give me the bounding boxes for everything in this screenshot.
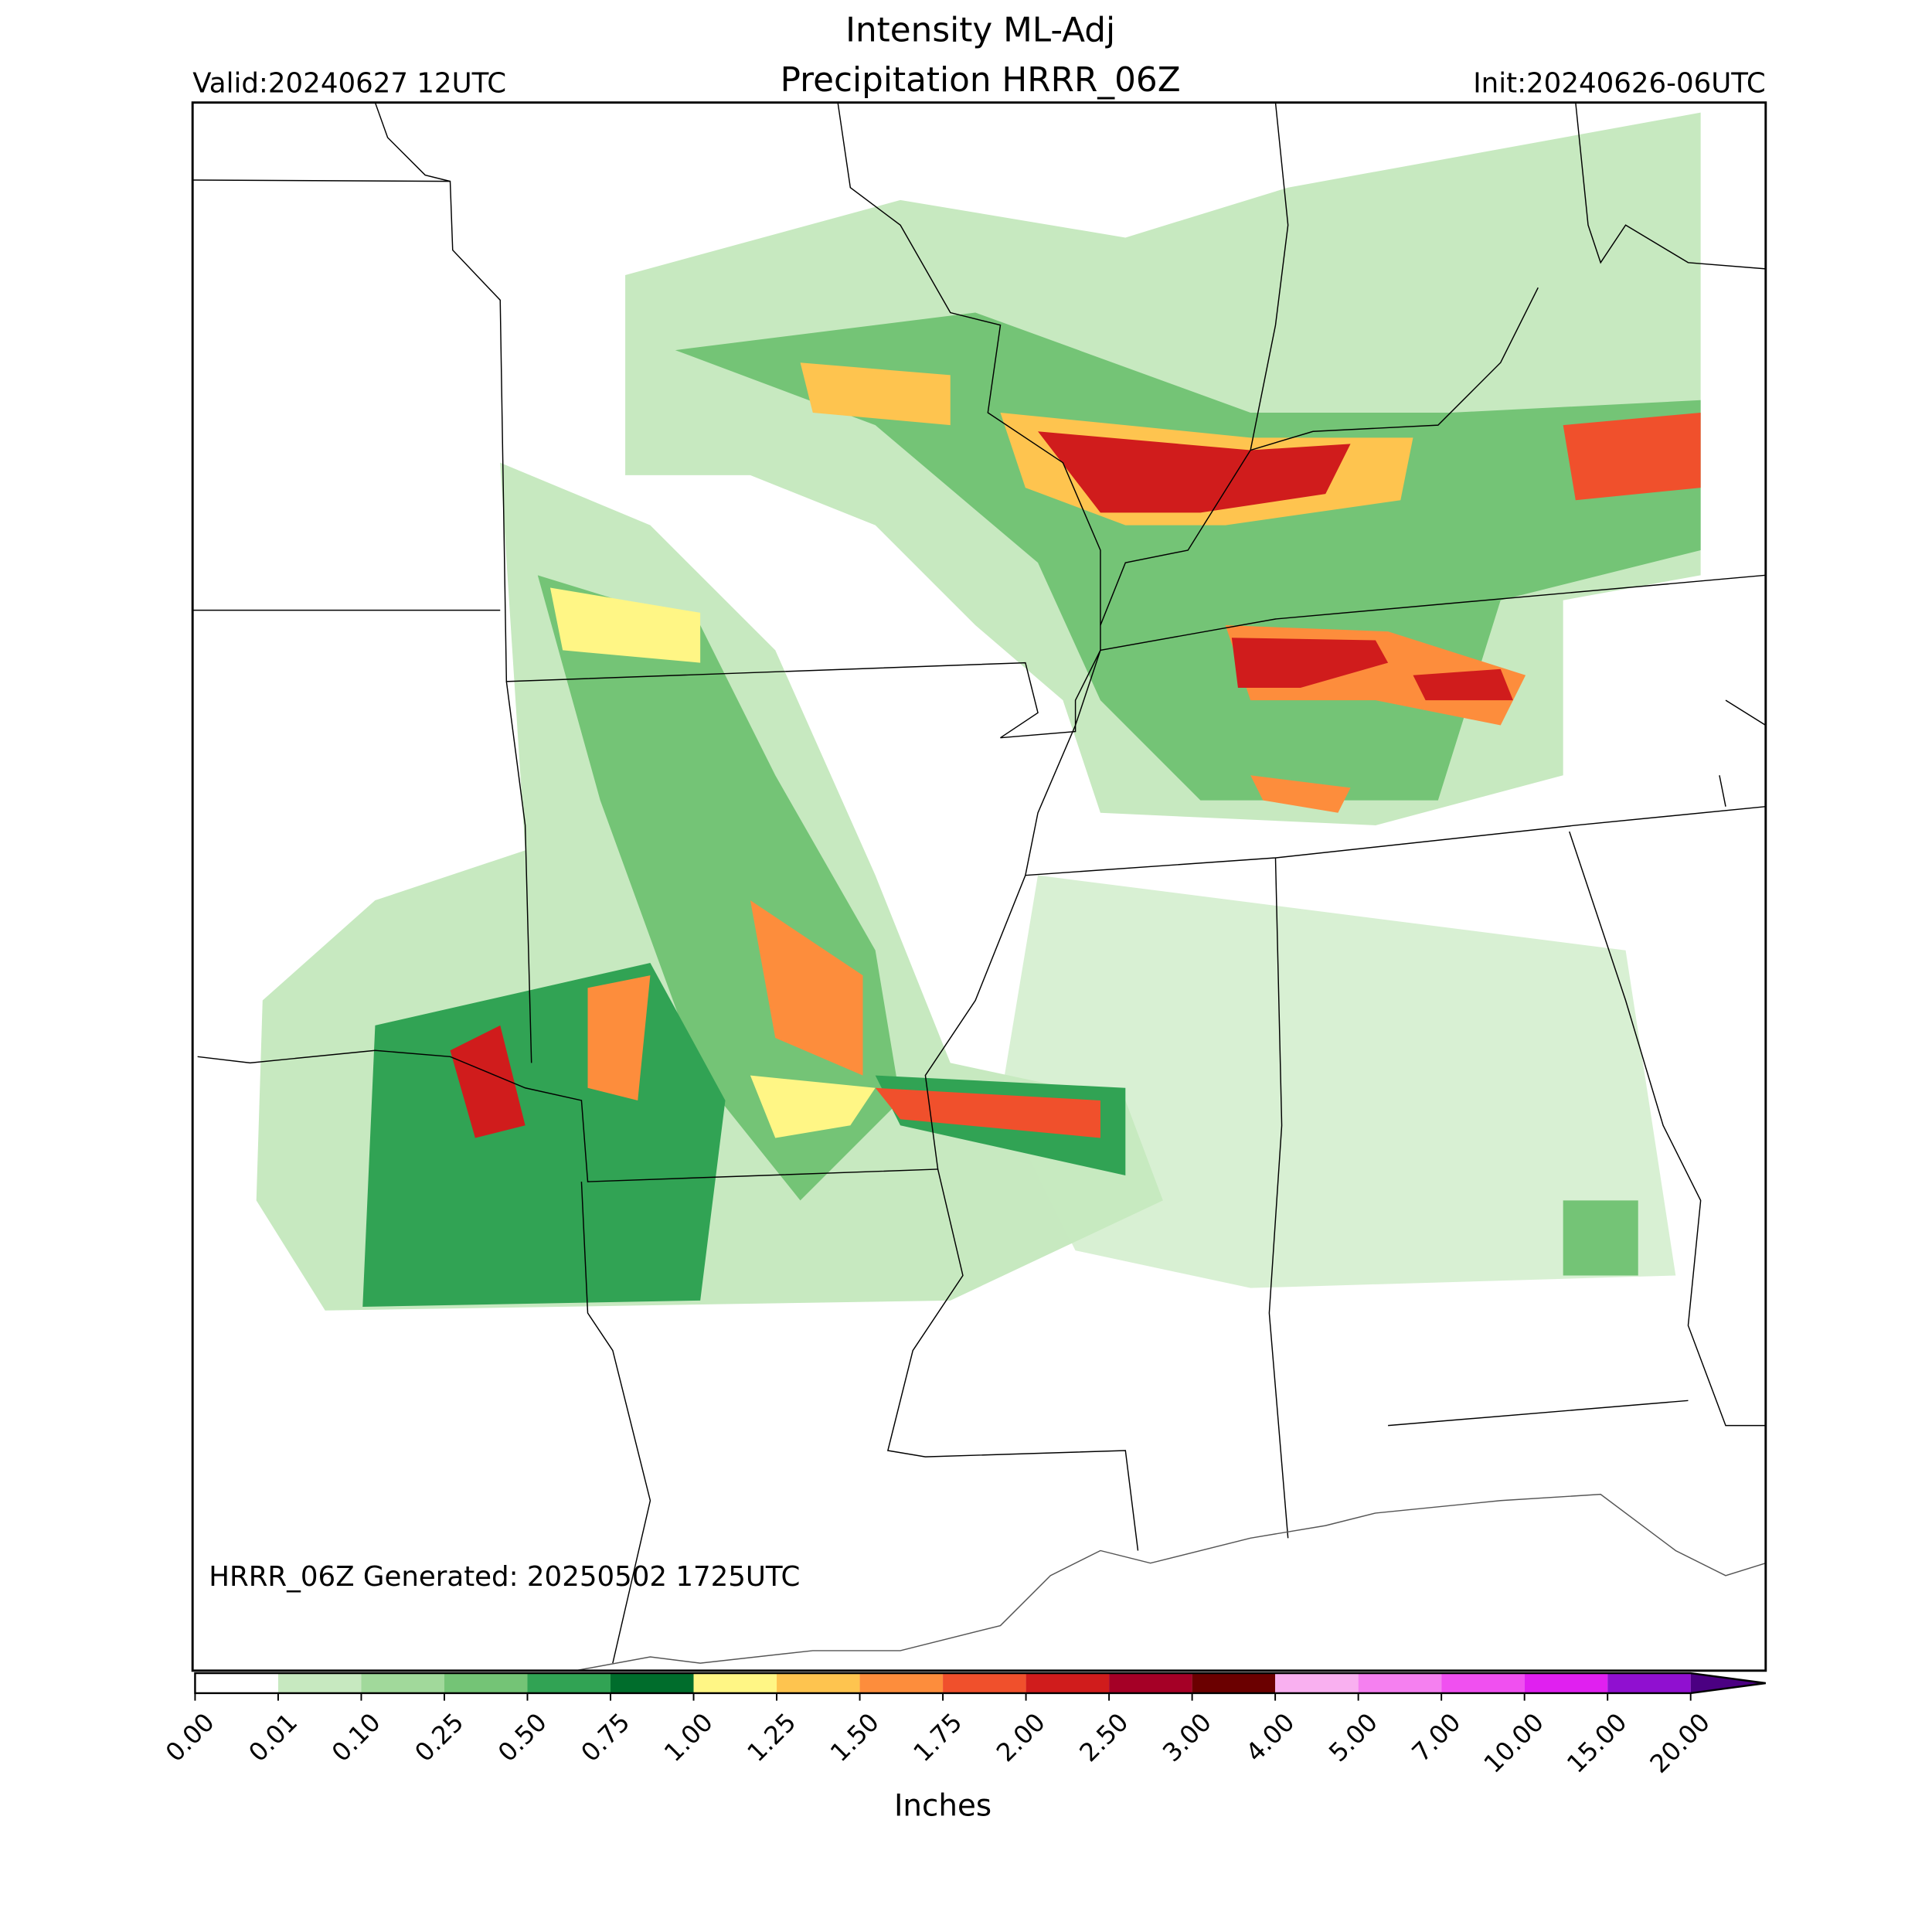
title: Intensity ML-Adj: [845, 10, 1115, 49]
colorbar-segment: [527, 1673, 611, 1693]
colorbar-segment: [361, 1673, 444, 1693]
colorbar-tick-label: 0.50: [492, 1707, 553, 1767]
colorbar-outline: [194, 1672, 1766, 1695]
colorbar-tick-label: 5.00: [1323, 1707, 1383, 1767]
colorbar-segment: [777, 1673, 860, 1693]
colorbar-tick-label: 4.00: [1240, 1707, 1301, 1767]
colorbar-segment: [444, 1673, 528, 1693]
colorbar-segment: [195, 1673, 278, 1693]
map-frame: [191, 101, 1767, 1672]
colorbar: 0.00 0.01 0.10 0.25 0.50 0.75 1.00 1.25 1.50 1.75…: [160, 1672, 1766, 1779]
colorbar-extend: [1690, 1673, 1766, 1693]
colorbar-tick-label: 7.00: [1406, 1707, 1467, 1767]
colorbar-tick-label: 0.00: [160, 1707, 220, 1767]
generated-note: HRRR_06Z Generated: 20250502 1725UTC: [209, 1561, 800, 1593]
colorbar-tick-label: 3.00: [1157, 1707, 1217, 1767]
colorbar-tick-label: 0.75: [576, 1707, 636, 1767]
colorbar-tick-label: 1.25: [742, 1707, 802, 1767]
colorbar-segment: [943, 1673, 1026, 1693]
subtitle: Precipitation HRRR_06Z: [781, 60, 1181, 100]
colorbar-tick-label: 1.75: [908, 1707, 968, 1767]
colorbar-label: Inches: [894, 1789, 992, 1824]
colorbar-tick-label: 1.50: [825, 1707, 885, 1767]
colorbar-tick-label: 2.50: [1074, 1707, 1134, 1767]
colorbar-segment: [1275, 1673, 1359, 1693]
valid-time: Valid:20240627 12UTC: [192, 68, 506, 100]
colorbar-segment: [859, 1673, 944, 1693]
init-time: Init:20240626-06UTC: [1473, 68, 1766, 100]
colorbar-segment: [611, 1673, 694, 1693]
colorbar-segment: [693, 1673, 777, 1693]
colorbar-tick-label: 0.25: [409, 1707, 469, 1767]
colorbar-segment: [1026, 1673, 1110, 1693]
colorbar-tick-label: 1.00: [658, 1707, 719, 1767]
colorbar-tick-label: 20.00: [1645, 1707, 1716, 1778]
boundaries: [192, 102, 1766, 1671]
colorbar-segment: [1524, 1673, 1608, 1693]
colorbar-tick-label: 15.00: [1561, 1707, 1632, 1778]
precip-field: [256, 112, 1701, 1311]
colorbar-segment: [1109, 1673, 1192, 1693]
colorbar-tick-label: 0.10: [326, 1707, 386, 1767]
colorbar-tick-label: 2.00: [991, 1707, 1051, 1767]
colorbar-segment: [1607, 1673, 1691, 1693]
colorbar-segment: [277, 1673, 362, 1693]
colorbar-tick-label: 0.01: [243, 1707, 303, 1767]
colorbar-tick-label: 10.00: [1478, 1707, 1549, 1778]
colorbar-segment: [1192, 1673, 1276, 1693]
colorbar-segment: [1358, 1673, 1442, 1693]
colorbar-segment: [1441, 1673, 1525, 1693]
